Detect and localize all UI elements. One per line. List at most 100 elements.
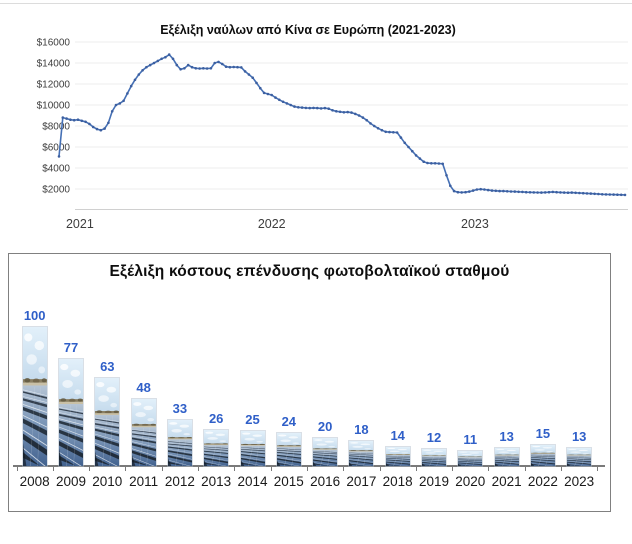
data-point-marker bbox=[585, 192, 589, 195]
data-point-marker bbox=[145, 65, 148, 69]
data-point-marker bbox=[262, 91, 266, 95]
data-point-marker bbox=[604, 193, 608, 196]
data-point-marker bbox=[354, 112, 357, 116]
data-point-marker bbox=[312, 106, 315, 110]
bar-category-label: 2015 bbox=[273, 474, 304, 489]
data-point-marker bbox=[570, 191, 574, 194]
data-point-marker bbox=[247, 73, 251, 76]
pv-cost-bar-chart: Εξέλιξη κόστους επένδυσης φωτοβολταϊκού … bbox=[8, 253, 611, 512]
bar-category-label: 2010 bbox=[92, 474, 123, 489]
data-point-marker bbox=[502, 189, 505, 193]
freight-chart-title: Εξέλιξη ναύλων από Κίνα σε Ευρώπη (2021-… bbox=[160, 23, 456, 37]
data-point-marker bbox=[616, 193, 619, 196]
data-point-marker bbox=[91, 125, 95, 129]
data-point-marker bbox=[555, 190, 558, 194]
data-point-marker bbox=[430, 162, 433, 165]
data-point-marker bbox=[471, 189, 475, 192]
data-point-marker bbox=[297, 106, 300, 109]
data-point-marker bbox=[395, 131, 399, 134]
axis-tick bbox=[125, 467, 127, 471]
bar-value-label: 18 bbox=[354, 422, 369, 437]
data-point-marker bbox=[475, 188, 479, 191]
data-point-marker bbox=[441, 162, 445, 166]
data-point-marker bbox=[619, 193, 623, 197]
solar-panel-photo-fill bbox=[494, 448, 519, 466]
data-point-marker bbox=[388, 130, 391, 134]
axis-tick bbox=[52, 467, 54, 471]
solar-panel-photo-fill bbox=[422, 449, 446, 466]
data-point-marker bbox=[365, 118, 369, 122]
data-point-marker bbox=[418, 157, 422, 160]
bar-2017 bbox=[349, 441, 374, 466]
data-point-marker bbox=[198, 67, 201, 70]
data-point-marker bbox=[403, 141, 407, 145]
data-point-marker bbox=[361, 116, 365, 119]
data-point-marker bbox=[342, 111, 346, 114]
solar-panel-photo-fill bbox=[240, 431, 265, 466]
bar-value-label: 26 bbox=[208, 411, 224, 426]
freight-series-line bbox=[58, 53, 626, 196]
axis-tick bbox=[161, 467, 163, 471]
data-point-marker bbox=[259, 86, 262, 90]
bar-value-label: 12 bbox=[426, 430, 442, 445]
data-point-marker bbox=[449, 184, 452, 188]
data-point-marker bbox=[536, 191, 539, 194]
data-point-marker bbox=[437, 162, 441, 165]
data-point-marker bbox=[285, 102, 289, 105]
data-point-marker bbox=[490, 189, 494, 192]
data-point-marker bbox=[107, 121, 110, 125]
data-point-marker bbox=[255, 81, 258, 85]
bar-value-label: 15 bbox=[535, 426, 551, 441]
data-point-marker bbox=[513, 190, 517, 193]
data-point-marker bbox=[452, 189, 456, 193]
data-point-marker bbox=[532, 191, 536, 194]
data-point-marker bbox=[551, 190, 555, 194]
data-point-marker bbox=[114, 103, 118, 107]
data-point-marker bbox=[289, 103, 293, 107]
bar-value-label: 24 bbox=[281, 414, 297, 429]
data-point-marker bbox=[612, 193, 615, 196]
bar-2015 bbox=[276, 433, 301, 466]
data-point-marker bbox=[581, 191, 585, 195]
data-point-marker bbox=[350, 111, 353, 114]
y-axis-tick-label: $14000 bbox=[37, 59, 71, 70]
data-point-marker bbox=[316, 106, 319, 110]
freight-y-axis-labels: $16000 $14000 $12000 $10000 $8000 $6000 $4000 $… bbox=[37, 38, 71, 196]
data-point-marker bbox=[209, 67, 213, 70]
data-point-marker bbox=[95, 127, 99, 131]
y-axis-tick-label: $16000 bbox=[37, 38, 71, 49]
data-point-marker bbox=[232, 65, 235, 69]
bar-2012 bbox=[167, 420, 192, 466]
bar-2014 bbox=[240, 431, 265, 466]
data-point-marker bbox=[175, 63, 179, 67]
data-point-marker bbox=[524, 190, 528, 194]
data-point-marker bbox=[566, 191, 570, 194]
data-point-marker bbox=[236, 65, 239, 69]
data-point-marker bbox=[186, 63, 190, 67]
bar-value-label: 11 bbox=[463, 432, 478, 447]
y-axis-tick-label: $6000 bbox=[42, 143, 70, 154]
data-point-marker bbox=[589, 192, 593, 195]
bar-category-label: 2013 bbox=[201, 474, 232, 489]
data-point-marker bbox=[460, 191, 464, 194]
category-axis-line bbox=[13, 465, 605, 467]
data-point-marker bbox=[160, 57, 163, 61]
data-point-marker bbox=[346, 110, 350, 114]
data-point-marker bbox=[331, 109, 334, 112]
data-point-marker bbox=[597, 192, 600, 196]
axis-tick bbox=[343, 467, 345, 471]
bar-2022 bbox=[530, 445, 555, 466]
data-point-marker bbox=[228, 65, 232, 69]
bar-value-label: 48 bbox=[136, 380, 151, 395]
data-point-marker bbox=[141, 69, 144, 72]
data-point-marker bbox=[118, 102, 122, 105]
bar-value-label: 14 bbox=[390, 428, 405, 443]
data-point-marker bbox=[319, 107, 323, 110]
data-point-marker bbox=[327, 107, 331, 110]
data-point-marker bbox=[205, 67, 209, 70]
data-point-marker bbox=[217, 60, 220, 64]
y-axis-tick-label: $2000 bbox=[42, 185, 70, 196]
axis-tick bbox=[452, 467, 454, 471]
data-point-marker bbox=[392, 131, 395, 134]
data-point-marker bbox=[194, 67, 198, 70]
